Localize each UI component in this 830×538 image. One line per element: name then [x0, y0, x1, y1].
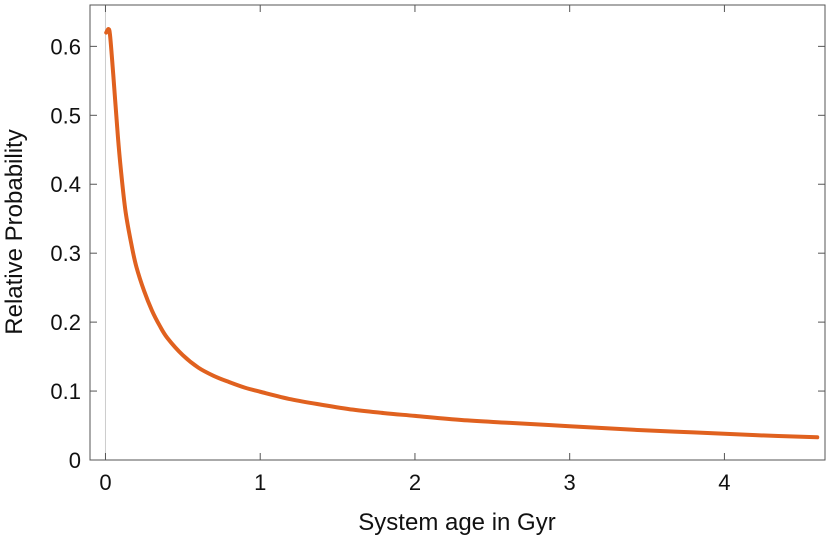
plot-frame: [89, 4, 826, 461]
y-tick-label: 0.6: [50, 34, 81, 59]
series-line-0: [104, 27, 820, 440]
y-tick-label: 0.3: [50, 241, 81, 266]
x-axis-label: System age in Gyr: [358, 509, 555, 536]
y-tick-label: 0.2: [50, 310, 81, 335]
x-tick-label: 3: [564, 470, 576, 495]
x-tick-label: 2: [409, 470, 421, 495]
series-layer: [104, 27, 820, 440]
x-tick-label: 4: [718, 470, 730, 495]
y-tick-label: 0.5: [50, 103, 81, 128]
y-axis-ticks: 0 0.1 0.2 0.3 0.4 0.5 0.6: [50, 34, 825, 473]
y-tick-label: 0: [69, 448, 81, 473]
x-tick-label: 1: [254, 470, 266, 495]
x-axis-ticks: 0 1 2 3 4: [99, 5, 731, 495]
y-tick-label: 0.1: [50, 379, 81, 404]
y-tick-label: 0.4: [50, 172, 81, 197]
x-tick-label: 0: [99, 470, 111, 495]
y-axis-label: Relative Probability: [1, 129, 28, 334]
